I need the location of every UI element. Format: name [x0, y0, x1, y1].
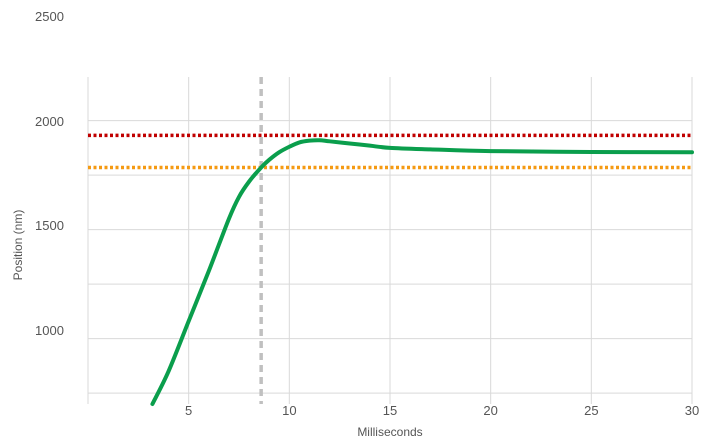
grid	[87, 77, 693, 404]
series-line-0	[150, 138, 694, 406]
y-tick-label: 2500	[35, 9, 64, 24]
x-tick-label: 15	[383, 403, 397, 418]
x-axis-label: Milliseconds	[357, 425, 422, 439]
y-tick-label: 1500	[35, 218, 64, 233]
y-axis-label: Position (nm)	[11, 210, 25, 281]
tick-labels: 5 10 15 20 25 30 1000 1500 2000 2500	[35, 9, 699, 418]
y-tick-label: 2000	[35, 114, 64, 129]
reference-lines	[88, 77, 692, 404]
x-tick-label: 20	[483, 403, 497, 418]
x-tick-label: 10	[282, 403, 296, 418]
x-tick-label: 5	[185, 403, 192, 418]
series	[150, 138, 694, 406]
x-tick-label: 25	[584, 403, 598, 418]
y-tick-label: 1000	[35, 323, 64, 338]
x-tick-label: 30	[685, 403, 699, 418]
